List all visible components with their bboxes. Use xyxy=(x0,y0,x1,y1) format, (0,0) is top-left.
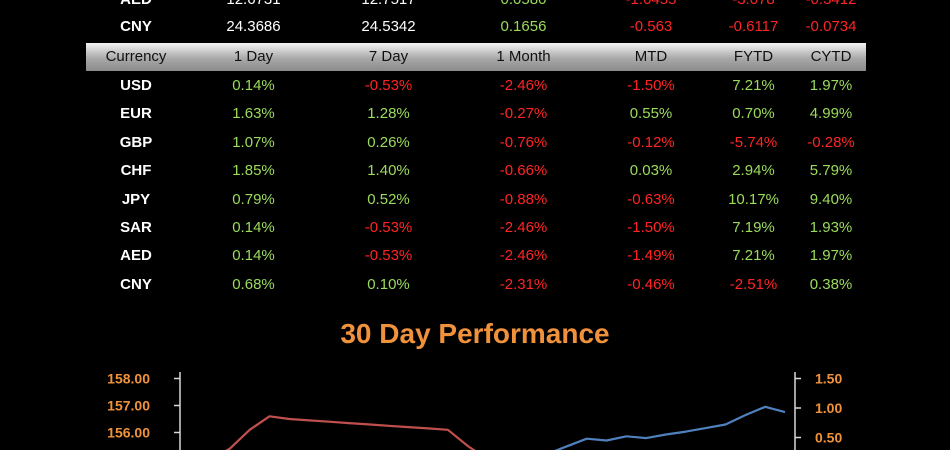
percent-cell: -0.53% xyxy=(364,219,413,236)
table-cell: -0.563 xyxy=(629,18,673,35)
currency-label: AED xyxy=(86,0,186,14)
table-row: SAR 0.14% -0.53% -2.46% -1.50% 7.19% 1.93% xyxy=(86,214,866,242)
currency-label: CNY xyxy=(120,18,152,35)
table-row: GBP 1.07% 0.26% -0.76% -0.12% -5.74% -0.28% xyxy=(86,129,866,157)
percent-cell: 1.40% xyxy=(367,162,410,180)
table-cell: 24.3686 xyxy=(226,18,281,35)
table-cell: 24.5342 xyxy=(361,18,416,35)
percent-cell: 0.14% xyxy=(232,77,275,94)
percent-cell: 1.93% xyxy=(809,219,853,236)
table-cell: 0.1656 xyxy=(500,18,547,35)
performance-chart: 158.00 157.00 156.00 1.50 1.00 0.50 xyxy=(107,371,842,450)
table-row: AED 0.14% -0.53% -2.46% -1.49% 7.21% 1.97% xyxy=(86,242,866,270)
column-header: CYTD xyxy=(810,48,852,65)
percent-cell: 0.79% xyxy=(232,190,275,208)
left-tick-label: 158.00 xyxy=(107,371,150,387)
percent-cell: 0.14% xyxy=(232,219,275,236)
right-tick-label: 0.50 xyxy=(815,430,842,446)
percent-cell: 0.14% xyxy=(232,247,275,265)
percent-cell: -2.51% xyxy=(729,275,778,293)
percent-cell: 1.07% xyxy=(232,133,275,151)
percent-cell: 0.03% xyxy=(629,162,673,180)
top-table-row: CNY 24.3686 24.5342 0.1656 -0.563 -0.6117 -0.0… xyxy=(86,13,866,41)
currency-label: CNY xyxy=(120,275,152,293)
percent-cell: 7.19% xyxy=(732,219,775,236)
right-series-line xyxy=(554,405,786,450)
currency-label: AED xyxy=(120,247,152,265)
table-cell: -1.0455 xyxy=(591,0,711,14)
percent-cell: 9.40% xyxy=(809,190,853,208)
percent-cell: 0.38% xyxy=(809,275,853,293)
column-header: 1 Month xyxy=(496,48,551,65)
currency-label: EUR xyxy=(120,105,152,123)
percent-cell: -1.50% xyxy=(627,77,675,94)
percent-cell: -0.76% xyxy=(499,133,548,151)
percent-cell: -1.49% xyxy=(627,247,675,265)
column-header: MTD xyxy=(634,48,668,65)
table-row: CHF 1.85% 1.40% -0.66% 0.03% 2.94% 5.79% xyxy=(86,157,866,185)
percent-cell: -2.46% xyxy=(499,247,548,265)
left-tick-label: 157.00 xyxy=(107,398,150,414)
percent-cell: -0.53% xyxy=(364,77,413,94)
column-header: FYTD xyxy=(733,48,774,65)
percent-cell: 5.79% xyxy=(809,162,853,180)
percent-cell: -2.46% xyxy=(499,219,548,236)
table-cell: -0.3412 xyxy=(796,0,866,14)
right-tick-label: 1.50 xyxy=(815,371,842,387)
table-cell: 0.0580 xyxy=(456,0,591,14)
percent-cell: 1.28% xyxy=(367,105,410,123)
percent-cell: 7.21% xyxy=(732,247,775,265)
percent-cell: -2.46% xyxy=(499,77,548,94)
percent-cell: 10.17% xyxy=(728,190,779,208)
percent-cell: -2.31% xyxy=(499,275,548,293)
percent-cell: -0.88% xyxy=(499,190,548,208)
table-row: USD 0.14% -0.53% -2.46% -1.50% 7.21% 1.97% xyxy=(86,72,866,100)
percent-cell: 0.70% xyxy=(732,105,775,123)
currency-label: JPY xyxy=(121,190,151,208)
percent-cell: 0.52% xyxy=(367,190,410,208)
percent-cell: 4.99% xyxy=(809,105,853,123)
percent-cell: 1.63% xyxy=(232,105,275,123)
table-cell: 12.7517 xyxy=(321,0,456,14)
top-table-row: AED12.673112.75170.0580-1.0455-3.078-0.3… xyxy=(86,0,866,14)
percent-cell: 0.68% xyxy=(232,275,275,293)
table-cell: 12.6731 xyxy=(186,0,321,14)
table-row: CNY 0.68% 0.10% -2.31% -0.46% -2.51% 0.38% xyxy=(86,271,866,299)
percent-cell: 1.97% xyxy=(809,77,853,94)
left-tick-label: 156.00 xyxy=(107,425,150,441)
table-row: JPY 0.79% 0.52% -0.88% -0.63% 10.17% 9.40% xyxy=(86,186,866,214)
percent-cell: 1.85% xyxy=(232,162,275,180)
percent-cell: -5.74% xyxy=(729,133,778,151)
table-cell: -0.0734 xyxy=(805,18,857,35)
column-header: Currency xyxy=(105,48,167,65)
currency-label: CHF xyxy=(120,162,152,180)
percent-cell: 7.21% xyxy=(732,77,775,94)
percent-cell: -0.63% xyxy=(627,190,675,208)
percent-cell: -0.12% xyxy=(627,133,675,151)
percent-cell: 0.26% xyxy=(367,133,410,151)
left-series-line xyxy=(225,415,476,450)
currency-label: SAR xyxy=(120,219,152,236)
chart-title: 30 Day Performance xyxy=(340,318,610,349)
table-header: Currency 1 Day 7 Day 1 Month MTD FYTD CYTD xyxy=(86,43,866,71)
percent-cell: -0.53% xyxy=(364,247,413,265)
table-row: EUR 1.63% 1.28% -0.27% 0.55% 0.70% 4.99% xyxy=(86,100,866,128)
column-header: 7 Day xyxy=(368,48,409,65)
percent-cell: 1.97% xyxy=(809,247,853,265)
percent-cell: 0.55% xyxy=(629,105,673,123)
currency-label: GBP xyxy=(119,133,153,151)
percent-cell: 0.10% xyxy=(367,275,410,293)
percent-cell: -0.46% xyxy=(627,275,675,293)
percent-cell: -0.66% xyxy=(499,162,548,180)
percent-cell: 2.94% xyxy=(732,162,775,180)
right-tick-label: 1.00 xyxy=(815,400,842,416)
percent-cell: -0.27% xyxy=(499,105,548,123)
table-cell: -3.078 xyxy=(711,0,796,14)
percent-cell: -1.50% xyxy=(627,219,675,236)
percent-cell: -0.28% xyxy=(807,133,855,151)
currency-label: USD xyxy=(120,77,152,94)
table-cell: -0.6117 xyxy=(728,18,779,35)
column-header: 1 Day xyxy=(233,48,274,65)
